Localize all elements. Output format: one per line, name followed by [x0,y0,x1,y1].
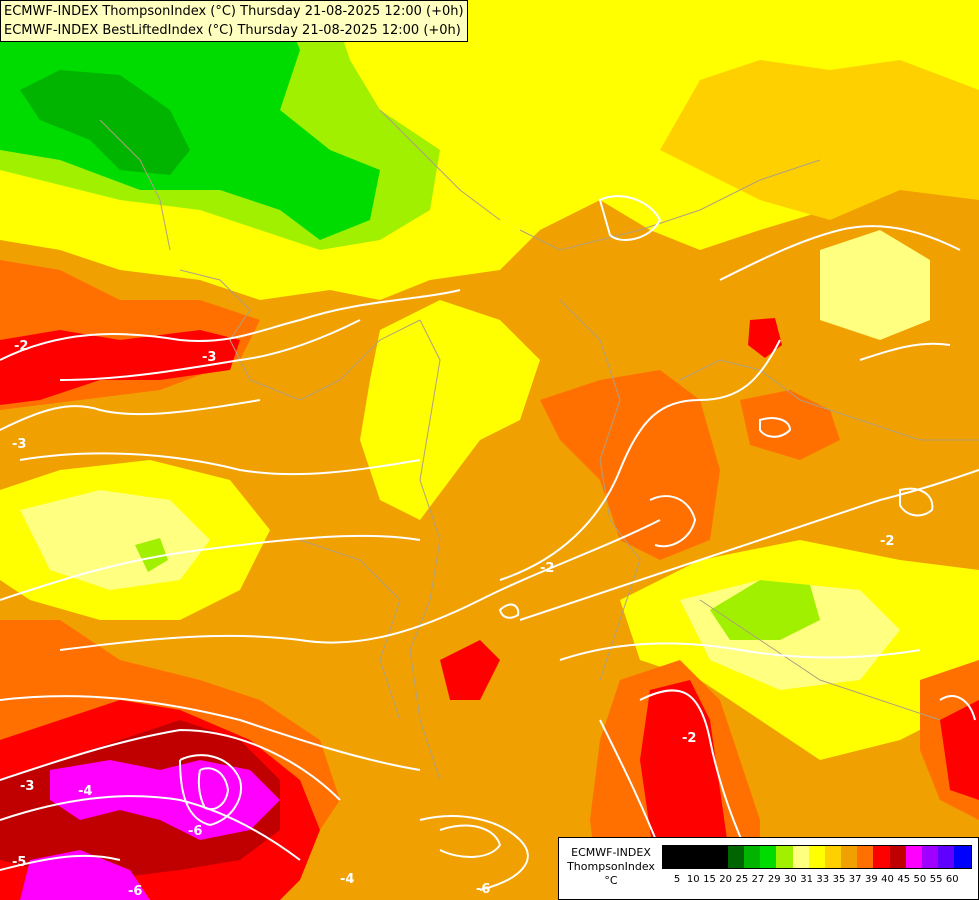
color-legend: ECMWF-INDEX ThompsonIndex °C 5 10 15 20 25 27… [558,837,979,900]
contour-label-group: -2 -3 -3 -2 -2 -3 -4 -6 -5 -6 -4 -6 -2 [12,339,894,899]
legend-tick-label: 33 [816,874,830,885]
field-pale-northeast [820,230,930,340]
legend-title-line1: ECMWF-INDEX [571,846,651,859]
field-red-se-edge [940,700,979,800]
legend-swatch [743,846,761,868]
contour-label: -2 [540,561,554,576]
contour-label: -2 [880,534,894,549]
legend-swatch [857,846,874,868]
legend-swatch [938,846,955,868]
legend-swatch [841,846,858,868]
legend-swatches [662,845,972,869]
field-lightgreen-west [135,538,168,572]
legend-swatch [663,846,680,868]
legend-swatch [808,846,825,868]
contour-label: -2 [682,731,696,746]
field-orange-north [660,60,979,220]
legend-title-line3: °C [604,874,618,887]
legend-tick-label: 29 [767,874,781,885]
field-red-east [748,318,782,358]
field-darkorange-east2 [740,390,840,460]
field-darkorange-east [540,370,720,560]
contour-label: -4 [78,784,92,799]
contour-label: -5 [12,855,26,870]
contour-label: -2 [14,339,28,354]
field-red-west [0,330,240,405]
legend-ticks: 5 10 15 20 25 27 29 30 31 33 35 37 39 40 45 50 55 60 [669,874,960,885]
legend-tick-label: 25 [735,874,749,885]
contour-label: -3 [202,350,216,365]
legend-tick-label: 37 [848,874,862,885]
contour-lines [0,195,979,900]
legend-tick-label: 30 [784,874,797,885]
legend-tick-label: 55 [929,874,943,885]
legend-tick-label: 50 [913,874,927,885]
map-title-box: ECMWF-INDEX ThompsonIndex (°C) Thursday … [0,0,468,42]
legend-tick-label: 60 [945,874,959,885]
legend-title-line2: ThompsonIndex [567,860,655,873]
field-green-nw [0,0,380,240]
legend-tick-label: 10 [686,874,700,885]
legend-swatch [873,846,890,868]
field-magenta-southwest2 [20,850,150,900]
contour-label: -3 [20,779,34,794]
legend-tick-label: 40 [881,874,894,885]
legend-swatch [792,846,809,868]
legend-tick-label: 39 [864,874,878,885]
field-darkgreen-nw [20,70,190,175]
legend-title: ECMWF-INDEX ThompsonIndex °C [565,846,657,888]
field-pale-west [20,490,210,590]
contour-label: -3 [12,437,26,452]
legend-swatch [954,846,971,868]
title-line-bestlifted: ECMWF-INDEX BestLiftedIndex (°C) Thursda… [4,23,461,38]
contour-label: -6 [128,884,142,899]
legend-swatch [711,846,728,868]
legend-tick-label: 15 [703,874,716,885]
field-red-central-south [440,640,500,700]
legend-tick-label: 27 [751,874,765,885]
legend-swatch [679,846,696,868]
legend-swatch [824,846,842,868]
legend-swatch [922,846,939,868]
legend-swatch [695,846,712,868]
field-yellow-central [360,300,540,520]
legend-swatch [760,846,777,868]
country-borders [99,109,979,781]
legend-tick-label: 5 [673,874,681,885]
contour-label: -6 [476,882,490,897]
contour-label: -4 [340,872,354,887]
contour-label: -6 [188,824,202,839]
legend-tick-label: 45 [897,874,911,885]
legend-tick-label: 35 [832,874,846,885]
legend-swatch [889,846,906,868]
legend-tick-label: 20 [719,874,733,885]
legend-tick-label: 31 [800,874,813,885]
title-line-thompson: ECMWF-INDEX ThompsonIndex (°C) Thursday … [4,4,464,19]
legend-swatch [727,846,744,868]
legend-swatch [905,846,922,868]
legend-swatch [776,846,793,868]
